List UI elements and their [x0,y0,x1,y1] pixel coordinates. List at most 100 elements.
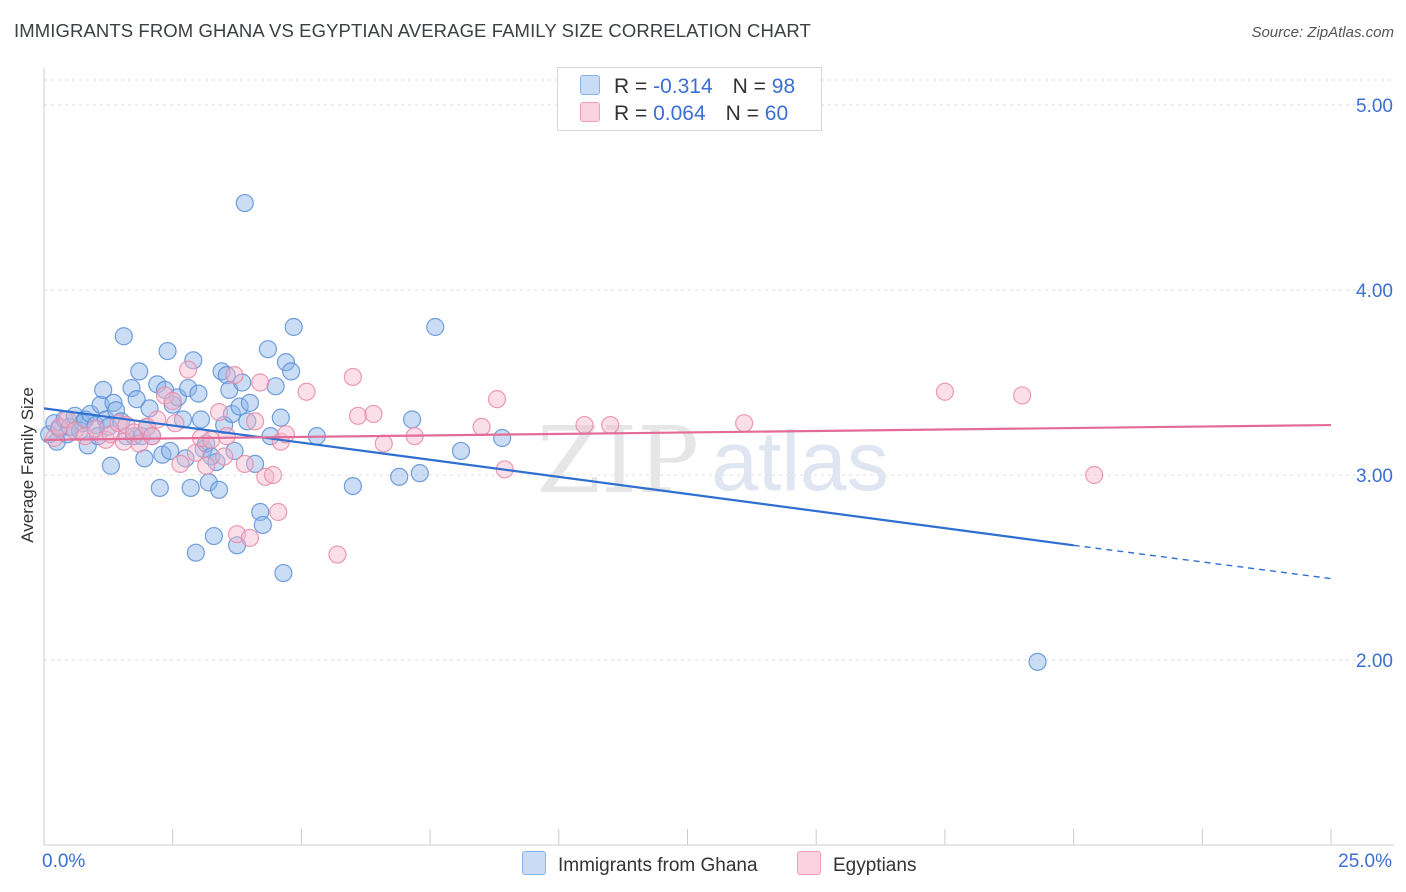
legend-row-egyptians: R = 0.064 N = 60 [580,102,788,126]
data-point [209,403,229,422]
data-point [269,502,288,522]
data-point [189,384,208,403]
data-point [410,464,429,483]
legend-n-value: 98 [771,75,796,98]
data-point [245,454,265,473]
data-point [130,362,149,381]
data-point [284,317,303,337]
data-point [230,397,249,416]
data-point [282,362,301,381]
data-point [150,478,169,498]
watermark-zip: ZIP [537,407,699,514]
data-point [161,441,180,461]
data-point [176,449,195,468]
data-point [1013,386,1032,405]
data-point [240,393,260,412]
legend-r-value: 0.064 [653,102,706,125]
data-point [451,441,471,461]
source-label: Source: ZipAtlas.com [1251,24,1394,41]
data-point [225,441,244,461]
data-point [328,545,347,564]
data-point [179,378,198,398]
data-point [263,465,283,485]
data-point [274,563,293,583]
data-point [348,406,368,425]
data-point [209,480,229,499]
y-tick-label: 2.00 [1356,651,1393,672]
data-point [166,414,185,433]
data-point [343,477,362,496]
data-point [158,341,177,361]
data-point [935,382,955,401]
data-point [179,360,198,379]
data-point [364,404,383,424]
data-point [225,366,244,385]
data-point [215,447,234,466]
data-point [402,410,422,429]
data-point [1028,652,1047,671]
data-point [50,417,69,436]
data-point [1085,465,1104,485]
data-point [575,415,594,435]
data-point [390,467,409,486]
bottom-legend-label-ghana: Immigrants from Ghana [558,855,758,876]
legend-n-label: N = [732,75,772,98]
axes [43,68,1394,846]
data-point [276,425,296,444]
trend-lines [43,407,1332,580]
y-axis-label: Average Family Size [18,387,37,543]
legend-row-ghana: R = -0.314 N = 98 [580,75,795,99]
y-tick-label: 5.00 [1356,96,1393,117]
data-point [253,515,272,535]
data-point [240,528,260,548]
data-point [217,366,236,385]
legend-swatch-ghana [580,75,600,95]
data-point [122,378,141,398]
data-point [233,373,252,392]
data-point [235,193,254,213]
data-point [104,393,123,412]
legend-r-label: R = [614,102,654,125]
grid-lines [44,79,1394,661]
legend-r-label: R = [614,75,654,98]
data-point [148,410,167,429]
data-point [343,367,362,387]
data-point [191,410,211,429]
data-point [181,478,200,498]
trend-line-egyptians [43,423,1332,441]
data-point [266,377,285,396]
data-point [235,454,254,473]
chart-title: IMMIGRANTS FROM GHANA VS EGYPTIAN AVERAG… [14,20,811,41]
legend-swatch-egyptians [580,102,600,122]
legend-n-value: 60 [764,102,789,125]
data-point [204,526,223,546]
data-point [276,353,296,372]
data-point [601,415,620,435]
data-point [197,456,216,475]
data-point [184,351,203,370]
data-point [735,414,754,433]
data-point [258,340,278,359]
data-point [186,543,205,562]
data-point [271,408,290,427]
data-point [245,412,265,431]
trend-line-ghana-extension [1073,544,1332,580]
trend-line-ghana [43,407,1074,547]
bottom-legend-label-egyptians: Egyptians [833,855,917,876]
bottom-legend-ghana: Immigrants from Ghana [522,851,758,877]
data-point [493,428,512,448]
series-egyptians [45,360,1104,564]
data-point [101,456,121,475]
data-point [426,317,445,337]
data-point [487,390,507,409]
data-point [374,434,393,453]
data-point [143,427,162,446]
data-point [171,454,190,473]
y-tick-labels: 2.00 3.00 4.00 5.00 [1356,96,1393,672]
data-point [202,430,221,449]
y-tick-label: 4.00 [1356,281,1393,302]
bottom-legend-swatch-ghana [522,851,546,875]
legend-n-label: N = [725,102,765,125]
data-point [297,382,316,401]
